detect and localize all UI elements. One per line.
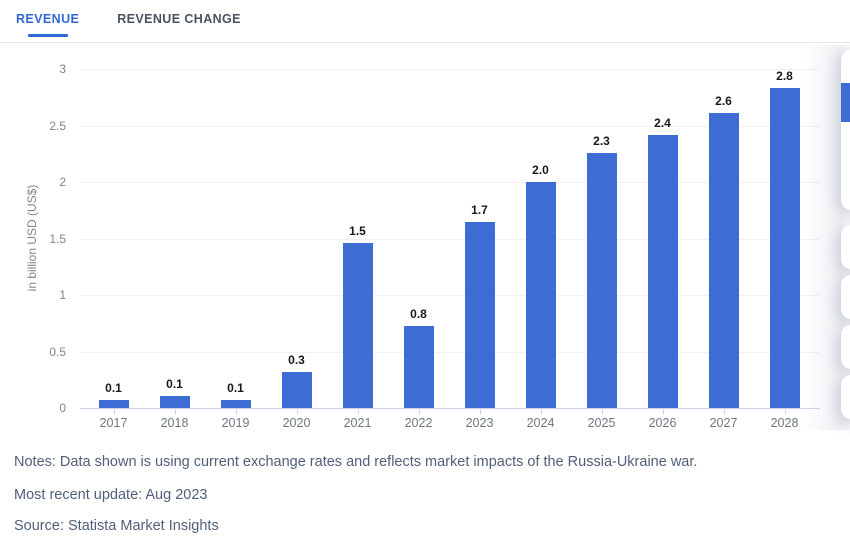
x-axis-label: 2017 <box>99 416 128 430</box>
bar-value-label: 0.3 <box>288 353 305 367</box>
bar-value-label: 0.1 <box>227 381 244 395</box>
active-tab-underline <box>27 34 68 37</box>
gridline <box>80 125 820 127</box>
x-axis-tick <box>723 409 725 414</box>
bar-value-label: 2.3 <box>593 134 610 148</box>
tabs-divider <box>0 42 850 43</box>
toolbar-button[interactable] <box>841 225 850 269</box>
bar-2021[interactable] <box>342 243 373 408</box>
bar-value-label: 2.0 <box>532 163 549 177</box>
bar-value-label: 2.6 <box>715 94 732 108</box>
toolbar-button[interactable] <box>841 375 850 419</box>
bar-value-label: 1.7 <box>471 203 488 217</box>
x-axis-tick <box>296 409 298 414</box>
tab-revenue[interactable]: REVENUE <box>16 0 79 37</box>
x-axis-tick <box>357 409 359 414</box>
tab-revenue-label: REVENUE <box>16 12 80 26</box>
bar-value-label: 0.1 <box>166 377 183 391</box>
bar-2025[interactable] <box>586 153 617 408</box>
y-axis-tick-label: 3 <box>59 62 66 76</box>
bar-2024[interactable] <box>525 182 556 408</box>
bar-2023[interactable] <box>464 222 495 408</box>
last-update-note: Most recent update: Aug 2023 <box>14 487 208 503</box>
y-axis-tick-label: 0 <box>59 401 66 415</box>
bar-2020[interactable] <box>281 372 312 408</box>
x-axis-tick <box>662 409 664 414</box>
chart-notes: Notes: Data shown is using current excha… <box>14 454 698 470</box>
x-axis-tick <box>235 409 237 414</box>
toolbar-button-active[interactable] <box>841 83 850 122</box>
tab-revenue-change[interactable]: REVENUE CHANGE <box>117 0 241 37</box>
x-axis-label: 2021 <box>343 416 372 430</box>
chart-tabs: REVENUE REVENUE CHANGE <box>16 0 241 37</box>
y-axis-tick-label: 2 <box>59 175 66 189</box>
x-axis-label: 2022 <box>404 416 433 430</box>
x-axis-label: 2023 <box>465 416 494 430</box>
y-axis-tick-label: 1 <box>59 288 66 302</box>
toolbar-button[interactable] <box>841 275 850 319</box>
side-toolbar <box>841 50 850 425</box>
x-axis-label: 2028 <box>770 416 799 430</box>
bar-value-label: 0.1 <box>105 381 122 395</box>
bar-2026[interactable] <box>647 135 678 408</box>
bar-value-label: 0.8 <box>410 307 427 321</box>
gridline <box>80 295 820 296</box>
x-axis-tick <box>479 409 481 414</box>
bar-value-label: 2.4 <box>654 116 671 130</box>
tab-revenue-change-label: REVENUE CHANGE <box>117 12 241 26</box>
x-axis-tick <box>113 409 115 414</box>
bar-value-label: 2.8 <box>776 69 793 83</box>
bar-2018[interactable] <box>159 396 190 408</box>
y-axis-title: in billion USD (US$) <box>25 184 39 292</box>
gridline <box>80 69 820 70</box>
toolbar-button[interactable] <box>841 325 850 369</box>
bar-2022[interactable] <box>403 326 434 408</box>
y-axis-tick-label: 0.5 <box>49 344 66 359</box>
bar-2027[interactable] <box>708 113 739 408</box>
bar-2028[interactable] <box>769 88 800 408</box>
gridline <box>80 182 820 183</box>
x-axis-label: 2024 <box>526 416 555 430</box>
toolbar-button-group <box>841 50 850 210</box>
y-axis-tick-label: 1.5 <box>49 231 66 246</box>
bar-2017[interactable] <box>98 400 129 408</box>
x-axis-line <box>80 408 820 409</box>
bar-value-label: 1.5 <box>349 224 366 238</box>
x-axis-tick <box>540 409 542 414</box>
gridline <box>80 351 820 353</box>
x-axis-tick <box>418 409 420 414</box>
x-axis-label: 2019 <box>221 416 250 430</box>
source-note: Source: Statista Market Insights <box>14 518 219 534</box>
x-axis-tick <box>601 409 603 414</box>
x-axis-label: 2026 <box>648 416 677 430</box>
x-axis-tick <box>174 409 176 414</box>
x-axis-label: 2025 <box>587 416 616 430</box>
x-axis-label: 2020 <box>282 416 311 430</box>
bar-2019[interactable] <box>220 400 251 408</box>
x-axis-tick <box>784 409 786 414</box>
x-axis-label: 2018 <box>160 416 189 430</box>
gridline <box>80 238 820 240</box>
x-axis-label: 2027 <box>709 416 738 430</box>
y-axis-tick-label: 2.5 <box>49 118 66 133</box>
